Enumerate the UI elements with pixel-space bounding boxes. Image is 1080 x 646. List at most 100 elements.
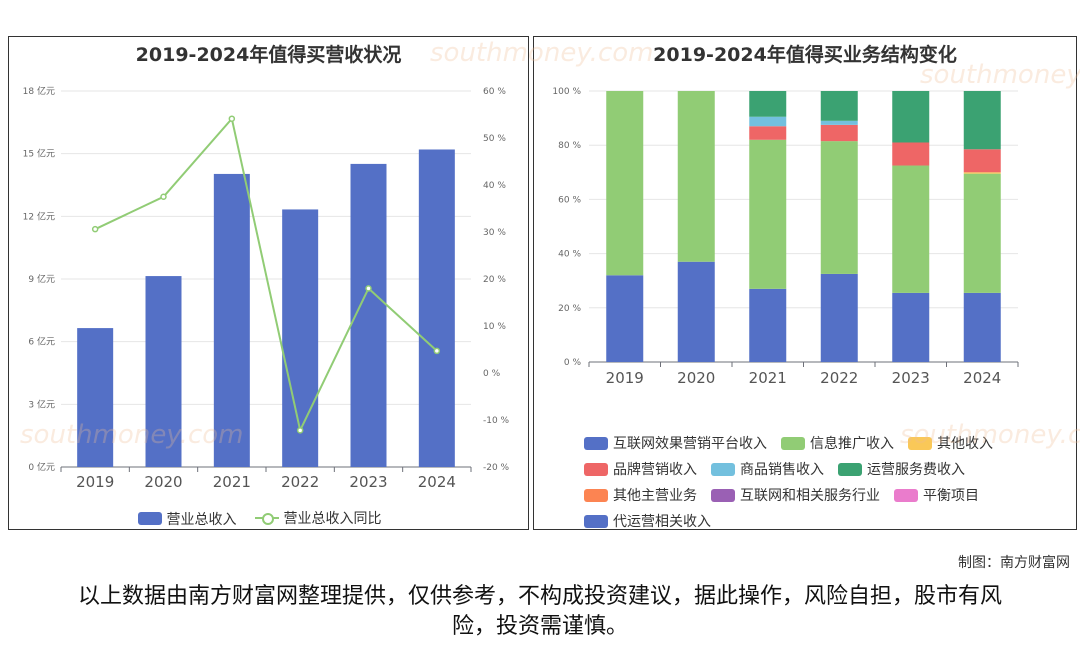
y-tick-label: 60 % [558, 195, 581, 205]
y-tick-label-right: -10 % [483, 416, 510, 426]
y-tick-label-left: 0 亿元 [28, 461, 55, 473]
y-tick-label-left: 18 亿元 [23, 85, 55, 97]
legend-item[interactable]: 运营服务费收入 [838, 459, 965, 479]
stacked-segment [749, 288, 787, 362]
x-tick-label: 2019 [76, 473, 114, 491]
legend-row: 互联网效果营销平台收入 信息推广收入 其他收入 [584, 433, 1044, 453]
legend-label: 平衡项目 [923, 488, 979, 504]
y-tick-label-right: -20 % [483, 463, 510, 473]
x-tick-label: 2023 [892, 369, 930, 387]
revenue-bar [282, 209, 319, 467]
structure-chart-legend: 互联网效果营销平台收入 信息推广收入 其他收入品牌营销收入 商品销售收入 运营服务费收入… [584, 433, 1044, 537]
revenue-bar [418, 149, 455, 467]
structure-chart: 0 % 20 % 40 % 60 % 80 % 100 % 2019 2020 2021 2022… [552, 87, 1019, 387]
x-tick-label: 2022 [281, 473, 319, 491]
legend-item[interactable]: 信息推广收入 [781, 433, 894, 453]
legend-label: 互联网效果营销平台收入 [613, 436, 767, 452]
revenue-chart: 0 亿元 3 亿元 6 亿元 9 亿元 12 亿元 15 亿元 18 亿元 -20 % -10 … [23, 85, 510, 491]
legend-swatch [711, 488, 735, 502]
yoy-growth-point [228, 115, 236, 122]
y-tick-label: 0 % [564, 358, 582, 368]
stacked-segment [892, 142, 930, 166]
legend-item[interactable]: 平衡项目 [894, 485, 979, 505]
yoy-growth-line [94, 116, 438, 434]
stacked-segment [606, 91, 644, 276]
legend-row: 品牌营销收入 商品销售收入 运营服务费收入 [584, 459, 1044, 479]
stacked-segment [820, 120, 858, 125]
stacked-segment [963, 173, 1001, 293]
legend-item[interactable]: 其他主营业务 [584, 485, 697, 505]
legend-label: 互联网和相关服务行业 [740, 488, 880, 504]
revenue-bar [213, 173, 250, 467]
y-tick-label-right: 40 % [483, 181, 506, 191]
stacked-segment [749, 126, 787, 140]
x-tick-label: 2023 [349, 473, 387, 491]
y-tick-label-left: 15 亿元 [23, 148, 55, 160]
disclaimer-text: 以上数据由南方财富网整理提供，仅供参考，不构成投资建议，据此操作，风险自担，股市… [77, 584, 1002, 639]
legend-label: 品牌营销收入 [613, 462, 697, 478]
x-tick-label: 2021 [749, 369, 787, 387]
yoy-growth-point [91, 225, 99, 233]
yoy-growth-point [433, 347, 441, 355]
y-tick-label-right: 60 % [483, 87, 506, 97]
legend-row: 代运营相关收入 [584, 511, 1044, 531]
legend-row: 其他主营业务 互联网和相关服务行业 平衡项目 [584, 485, 1044, 505]
legend-item[interactable]: 商品销售收入 [711, 459, 824, 479]
yoy-growth-point [160, 193, 167, 200]
y-tick-label-right: 20 % [483, 275, 506, 285]
legend-swatch [584, 462, 608, 476]
x-tick-label: 2020 [677, 369, 715, 387]
stacked-segment [606, 275, 644, 362]
legend-item[interactable]: 其他收入 [908, 433, 993, 453]
legend-label: 运营服务费收入 [867, 462, 965, 478]
stacked-segment [820, 91, 858, 121]
x-tick-label: 2024 [963, 369, 1001, 387]
y-tick-label-left: 9 亿元 [28, 273, 55, 285]
legend-item[interactable]: 代运营相关收入 [584, 511, 711, 531]
x-tick-label: 2020 [144, 473, 182, 491]
y-tick-label-right: 10 % [483, 322, 506, 332]
legend-label: 营业总收入同比 [283, 511, 382, 527]
stacked-segment [963, 149, 1001, 173]
y-tick-label: 100 % [552, 87, 581, 97]
structure-chart-panel: 2019-2024年值得买业务结构变化 0 % 20 % 40 % 60 % 80 % 1… [533, 36, 1077, 530]
stacked-segment [749, 91, 787, 117]
stacked-segment [820, 273, 858, 362]
stacked-segment [963, 172, 1001, 174]
x-tick-label: 2021 [213, 473, 251, 491]
x-tick-label: 2019 [606, 369, 644, 387]
stacked-segment [892, 165, 930, 293]
legend-item[interactable]: 品牌营销收入 [584, 459, 697, 479]
y-tick-label-right: 50 % [483, 134, 506, 144]
legend-line-swatch [254, 511, 279, 525]
legend-label: 商品销售收入 [740, 462, 824, 478]
legend-swatch [781, 436, 805, 450]
y-tick-label-left: 6 亿元 [28, 336, 55, 348]
legend-swatch [584, 488, 608, 502]
y-tick-label-right: 0 % [483, 369, 501, 379]
x-tick-label: 2022 [820, 369, 858, 387]
stacked-segment [749, 139, 787, 289]
legend-item-yoy[interactable]: 营业总收入同比 [254, 508, 382, 528]
y-tick-label-right: 30 % [483, 228, 506, 238]
stacked-segment [820, 141, 858, 274]
stacked-segment [749, 116, 787, 127]
stacked-segment [892, 292, 930, 362]
stacked-segment [677, 261, 715, 362]
chart-credit: 制图：南方财富网 [958, 555, 1070, 571]
legend-label: 其他主营业务 [613, 488, 697, 504]
legend-item-revenue[interactable]: 营业总收入 [137, 509, 237, 529]
yoy-growth-point [365, 285, 372, 292]
stacked-segment [677, 91, 715, 262]
legend-item[interactable]: 互联网和相关服务行业 [711, 485, 880, 505]
legend-swatch [584, 436, 608, 450]
legend-swatch [894, 488, 918, 502]
y-tick-label-left: 3 亿元 [28, 398, 55, 410]
legend-item[interactable]: 互联网效果营销平台收入 [584, 433, 767, 453]
y-tick-label: 80 % [558, 141, 581, 151]
legend-swatch [838, 462, 862, 476]
legend-label: 营业总收入 [166, 511, 237, 528]
structure-chart-title: 2019-2024年值得买业务结构变化 [653, 44, 957, 66]
revenue-bar [145, 276, 182, 467]
y-tick-label-left: 12 亿元 [23, 210, 55, 222]
